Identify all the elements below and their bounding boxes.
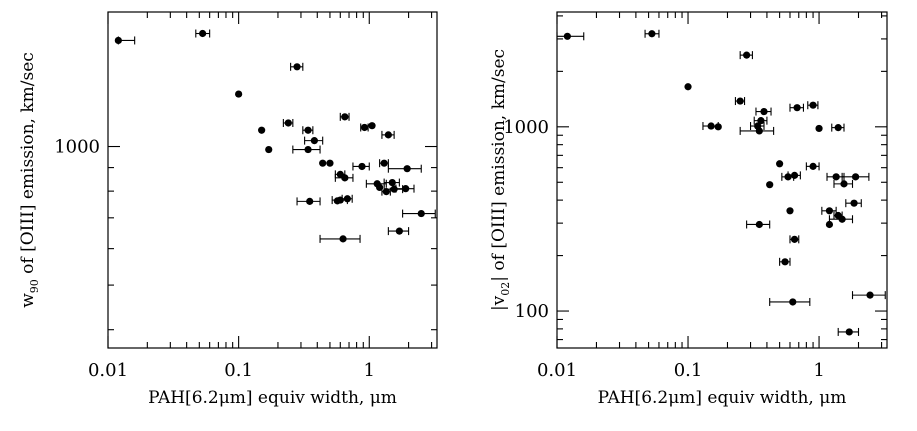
data-point xyxy=(563,32,571,40)
x-axis-ticks xyxy=(556,12,883,348)
data-point xyxy=(402,185,410,193)
plot-frame xyxy=(107,11,438,349)
y-tick-label: 100 xyxy=(515,301,549,322)
data-point xyxy=(199,29,207,38)
y-axis-ticks xyxy=(108,145,437,331)
data-point xyxy=(809,101,817,109)
data-point xyxy=(382,188,390,196)
data-point xyxy=(284,119,292,127)
x-tick-label: 0.01 xyxy=(88,360,128,381)
data-point xyxy=(417,209,425,218)
data-point xyxy=(388,178,396,187)
data-point xyxy=(736,97,744,105)
x-tick-label: 0.01 xyxy=(537,360,577,381)
data-point xyxy=(235,90,243,98)
data-point xyxy=(851,173,860,181)
data-point xyxy=(648,30,656,38)
data-point xyxy=(339,235,347,243)
data-point xyxy=(766,181,774,189)
data-point xyxy=(684,83,692,91)
data-point xyxy=(757,117,765,125)
data-point xyxy=(776,160,784,168)
data-point xyxy=(358,162,366,171)
data-point xyxy=(333,197,341,205)
data-points xyxy=(114,29,436,243)
data-point xyxy=(743,51,751,59)
x-tick-label: 1 xyxy=(364,360,375,381)
data-point xyxy=(341,174,349,182)
data-point xyxy=(790,171,799,179)
data-point xyxy=(403,165,411,173)
data-point xyxy=(786,207,794,215)
data-point xyxy=(326,159,334,167)
x-tick-label: 1 xyxy=(813,360,824,381)
data-point xyxy=(265,145,273,154)
data-point xyxy=(784,173,792,181)
data-point xyxy=(390,185,398,193)
data-point xyxy=(380,159,388,167)
data-point xyxy=(395,227,403,235)
data-point xyxy=(755,220,763,229)
data-point xyxy=(310,137,318,145)
data-points xyxy=(556,29,886,336)
x-axis-label: PAH[6.2μm] equiv width, μm xyxy=(598,388,847,408)
data-point xyxy=(258,126,266,134)
data-point xyxy=(304,126,312,134)
data-point xyxy=(368,122,376,130)
data-point xyxy=(760,107,768,116)
data-point xyxy=(755,127,763,135)
right-scatter-plot: 0.01 0.1 1 100 1000 PAH[6.2μm] equiv width, μ… xyxy=(489,11,888,408)
left-scatter-plot: 0.01 0.1 1 1000 PAH[6.2μm] equiv width, μm w9… xyxy=(18,11,438,408)
data-point xyxy=(384,131,392,139)
data-point xyxy=(293,63,301,71)
x-tick-label: 0.1 xyxy=(224,360,253,381)
data-point xyxy=(319,159,327,167)
y-axis-ticks xyxy=(557,15,887,341)
data-point xyxy=(840,180,848,188)
data-point xyxy=(707,122,715,130)
data-point xyxy=(825,207,834,215)
data-point xyxy=(789,298,797,306)
y-tick-label: 1000 xyxy=(503,117,549,138)
data-point xyxy=(304,145,312,154)
y-tick-label: 1000 xyxy=(54,137,100,158)
data-point xyxy=(834,124,842,132)
data-point xyxy=(114,36,122,45)
data-point xyxy=(815,124,823,133)
data-point xyxy=(306,197,314,205)
data-point xyxy=(825,220,834,229)
data-point xyxy=(341,113,349,121)
data-point xyxy=(360,123,369,132)
data-point xyxy=(838,215,846,223)
data-point xyxy=(850,199,858,207)
data-point xyxy=(781,258,789,266)
data-point xyxy=(845,328,853,336)
data-point xyxy=(809,162,817,170)
x-axis-label: PAH[6.2μm] equiv width, μm xyxy=(148,388,397,408)
data-point xyxy=(866,291,874,299)
data-point xyxy=(793,104,801,112)
plot-frame xyxy=(556,11,888,349)
x-axis-ticks xyxy=(107,12,433,348)
data-point xyxy=(790,235,799,243)
y-axis-label: w90 of [OIII] emission, km/sec xyxy=(18,52,41,308)
x-tick-label: 0.1 xyxy=(674,360,703,381)
data-point xyxy=(714,123,722,131)
y-axis-label: |v02| of [OIII] emission, km/sec xyxy=(489,49,512,311)
data-point xyxy=(832,173,840,181)
